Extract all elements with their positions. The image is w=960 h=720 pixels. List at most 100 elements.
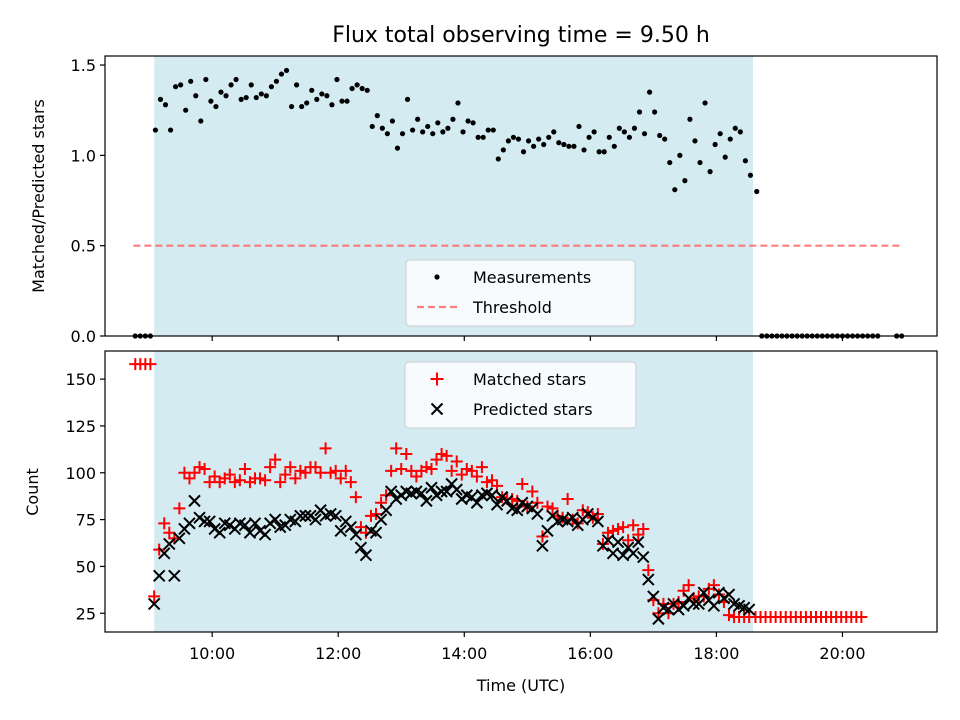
matched-star-point bbox=[707, 579, 720, 592]
predicted-star-point bbox=[334, 524, 347, 538]
predicted-star-point bbox=[632, 535, 645, 549]
matched-star-point bbox=[390, 442, 403, 455]
matched-star-point bbox=[465, 464, 478, 477]
matched-star-point bbox=[193, 461, 206, 474]
matched-star-point bbox=[158, 517, 171, 530]
predicted-star-point bbox=[485, 489, 499, 502]
measurement-point bbox=[223, 93, 229, 99]
measurement-point bbox=[470, 120, 476, 126]
measurement-point bbox=[536, 136, 542, 142]
measurement-point bbox=[172, 84, 179, 90]
matched-star-point bbox=[385, 464, 398, 477]
predicted-star-point bbox=[344, 520, 358, 534]
measurement-point bbox=[188, 78, 194, 84]
predicted-star-point bbox=[697, 586, 710, 599]
measurement-point bbox=[737, 129, 743, 135]
matched-star-point bbox=[364, 509, 377, 522]
predicted-star-point bbox=[188, 494, 201, 508]
measurement-point bbox=[283, 67, 290, 74]
predicted-star-point bbox=[566, 511, 579, 524]
measurement-point bbox=[611, 143, 617, 149]
measurement-point bbox=[152, 127, 159, 133]
measurement-point bbox=[586, 134, 592, 140]
matched-star-point bbox=[561, 492, 574, 505]
matched-star-point bbox=[238, 463, 251, 476]
matched-star-point bbox=[314, 466, 327, 479]
matched-star-point bbox=[400, 448, 413, 461]
x-axis-label: Time (UTC) bbox=[476, 676, 565, 695]
matched-star-point bbox=[354, 521, 367, 534]
measurement-point bbox=[566, 143, 572, 149]
measurement-point bbox=[626, 134, 633, 140]
matched-star-point bbox=[516, 478, 529, 491]
measurement-point bbox=[621, 129, 627, 135]
predicted-star-point bbox=[500, 494, 514, 508]
measurement-point bbox=[747, 172, 754, 178]
matched-star-point bbox=[470, 470, 483, 483]
predicted-star-point bbox=[258, 528, 272, 541]
predicted-star-point bbox=[349, 528, 363, 541]
measurement-point bbox=[425, 123, 431, 130]
measurement-point bbox=[369, 123, 375, 130]
predicted-stars-series bbox=[147, 477, 756, 626]
measurement-point bbox=[636, 109, 643, 115]
top-y-ticks: 0.0 0.5 1.0 1.5 bbox=[71, 56, 105, 346]
measurement-point bbox=[389, 118, 396, 124]
measurement-point bbox=[329, 102, 335, 108]
matched-star-point bbox=[435, 448, 448, 461]
xtick-label: 18:00 bbox=[693, 644, 739, 663]
legend-measurements-marker bbox=[434, 274, 440, 280]
measurement-point bbox=[359, 85, 365, 92]
matched-star-point bbox=[198, 463, 211, 476]
measurement-point bbox=[278, 71, 285, 77]
predicted-star-point bbox=[415, 487, 428, 500]
matched-star-point bbox=[233, 474, 246, 487]
predicted-star-point bbox=[440, 485, 453, 498]
measurement-point bbox=[510, 134, 517, 140]
measurement-point bbox=[198, 118, 204, 124]
predicted-star-point bbox=[687, 597, 700, 611]
measurement-point bbox=[601, 149, 607, 155]
measurement-point bbox=[576, 123, 582, 130]
predicted-star-point bbox=[490, 498, 504, 511]
measurement-point bbox=[314, 96, 320, 102]
predicted-star-point bbox=[359, 548, 373, 562]
measurement-point bbox=[435, 120, 441, 126]
measurement-point bbox=[667, 159, 673, 166]
measurement-point bbox=[233, 76, 239, 83]
matched-star-point bbox=[546, 502, 559, 515]
matched-star-point bbox=[279, 468, 292, 481]
bottom-y-axis-label: Count bbox=[23, 468, 42, 516]
predicted-star-point bbox=[173, 532, 186, 545]
matched-star-point bbox=[203, 476, 216, 489]
measurement-point bbox=[253, 94, 259, 101]
matched-star-point bbox=[617, 521, 630, 534]
legend-predicted-label: Predicted stars bbox=[473, 400, 593, 419]
measurement-point bbox=[631, 125, 638, 131]
top-ytick-label: 0.5 bbox=[71, 237, 96, 256]
measurement-point bbox=[243, 94, 249, 101]
predicted-star-point bbox=[642, 573, 655, 586]
measurement-point bbox=[399, 131, 406, 137]
xtick-label: 20:00 bbox=[819, 644, 865, 663]
predicted-star-point bbox=[168, 569, 181, 583]
matched-star-point bbox=[334, 472, 347, 485]
matched-star-point bbox=[395, 463, 408, 476]
matched-star-point bbox=[148, 590, 161, 603]
bottom-ytick-label: 100 bbox=[65, 464, 96, 483]
measurement-point bbox=[409, 127, 416, 133]
matched-star-point bbox=[405, 464, 418, 477]
matched-star-point bbox=[223, 468, 236, 481]
measurement-point bbox=[415, 116, 421, 122]
predicted-star-point bbox=[243, 526, 257, 539]
measurement-point bbox=[349, 85, 355, 92]
matched-star-point bbox=[324, 466, 337, 479]
matched-star-point bbox=[228, 476, 241, 489]
predicted-star-point bbox=[268, 513, 282, 526]
measurement-point bbox=[581, 147, 587, 153]
measurement-point bbox=[228, 82, 234, 88]
matched-star-point bbox=[173, 502, 186, 515]
measurement-point bbox=[258, 91, 264, 97]
measurement-point bbox=[754, 188, 760, 195]
